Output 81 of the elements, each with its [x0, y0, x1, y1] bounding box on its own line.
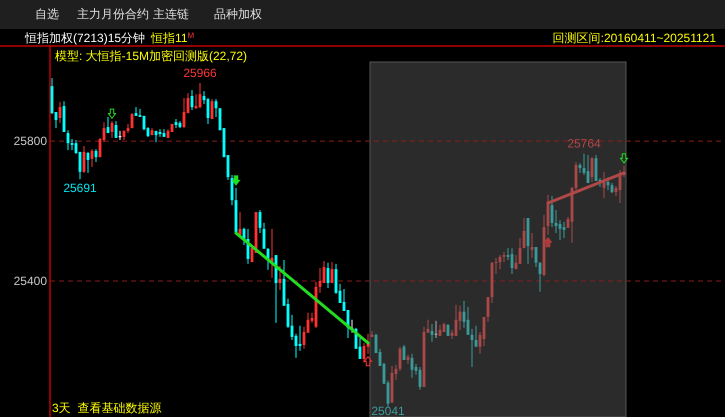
annotation: 25691 — [63, 181, 98, 196]
annotation: 25041 — [371, 404, 406, 417]
candlestick — [130, 112, 134, 129]
candlestick — [454, 304, 458, 336]
candlestick — [482, 316, 486, 347]
candlestick — [502, 251, 506, 263]
candlestick — [474, 325, 478, 348]
candlestick — [406, 354, 410, 364]
text: 主连链 — [153, 7, 189, 21]
candlestick — [198, 82, 202, 109]
candlestick — [262, 222, 266, 250]
candlestick — [434, 320, 438, 338]
candlestick — [550, 195, 554, 228]
candlestick — [82, 145, 86, 174]
candlestick — [318, 268, 322, 294]
candlestick — [214, 98, 218, 118]
text: 自选 — [35, 7, 59, 21]
candlestick — [466, 306, 470, 336]
candlestick — [554, 209, 558, 234]
text: 主力月份合约 — [77, 7, 149, 21]
candlestick — [126, 123, 130, 134]
candlestick — [418, 366, 422, 390]
candlestick — [534, 246, 538, 268]
candlestick — [494, 257, 498, 274]
candlestick — [430, 323, 434, 342]
candlestick — [470, 328, 474, 368]
candlestick — [578, 162, 582, 174]
candlestick — [230, 174, 234, 206]
candlestick — [66, 130, 70, 151]
candlestick — [90, 148, 94, 168]
annotation: 25966 — [183, 66, 218, 80]
candlestick — [330, 262, 334, 284]
chart-title: 恒指加权(7213)15分钟 — [24, 31, 146, 45]
candlestick — [586, 154, 590, 184]
candlestick — [562, 221, 566, 238]
candlestick — [118, 130, 122, 141]
candlestick — [522, 218, 526, 249]
text: 品种加权 — [214, 7, 262, 21]
candlestick — [530, 232, 534, 258]
candlestick — [398, 346, 402, 372]
candlestick — [322, 260, 326, 284]
candlestick — [438, 324, 442, 336]
candlestick — [278, 265, 282, 291]
candlestick — [106, 116, 110, 134]
candlestick — [558, 220, 562, 241]
candlestick — [590, 156, 594, 182]
candlestick — [362, 342, 366, 364]
candlestick — [298, 325, 302, 352]
candlestick — [538, 262, 542, 292]
candlestick — [86, 151, 90, 174]
candlestick — [182, 98, 186, 129]
candlestick — [58, 101, 62, 124]
annotation: 25764 — [567, 136, 602, 151]
candlestick — [174, 118, 178, 129]
candlestick — [114, 120, 118, 138]
candlestick — [498, 254, 502, 270]
candlestick — [110, 120, 114, 138]
candlestick — [194, 94, 198, 110]
candlestick — [410, 353, 414, 378]
candlestick — [210, 98, 214, 120]
text: 回测区间:20160411~20251121 — [552, 31, 716, 45]
candlestick — [122, 130, 126, 141]
candlestick — [238, 212, 242, 236]
y-tick-label: 25800 — [14, 134, 48, 148]
candlestick — [606, 176, 610, 191]
candlestick — [70, 138, 74, 151]
annotation: 模型: 大恒指-15M加密回测版(22,72) — [55, 49, 248, 63]
candlestick — [206, 98, 210, 124]
annotation: 3天 查看基础数据源 — [52, 401, 162, 415]
y-tick-label: 25400 — [14, 274, 48, 288]
candlestick — [402, 344, 406, 360]
candlestick — [510, 248, 514, 274]
candlestick — [446, 323, 450, 336]
chart-subtitle: 恒指11$^{M}$ — [150, 30, 195, 45]
candlestick — [594, 154, 598, 182]
candlestick — [326, 262, 330, 288]
candlestick — [258, 209, 262, 234]
candlestick — [94, 148, 98, 163]
candlestick — [190, 90, 194, 110]
candlestick — [486, 296, 490, 322]
candlestick — [610, 182, 614, 194]
